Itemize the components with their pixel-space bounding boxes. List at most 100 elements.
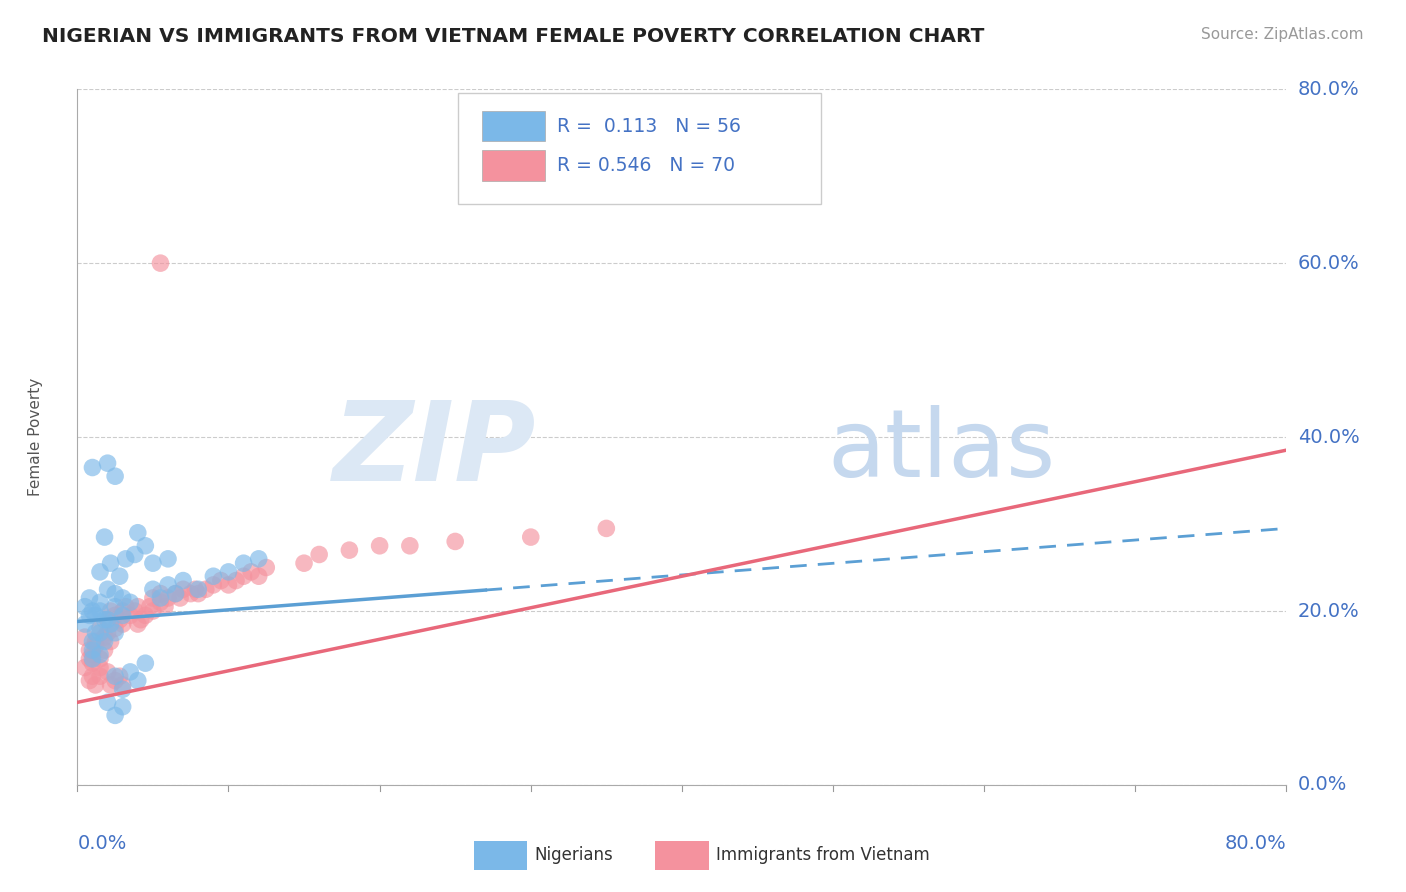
Point xyxy=(82,604,104,618)
Point xyxy=(89,660,111,674)
Point xyxy=(96,582,118,597)
Point xyxy=(240,565,263,579)
Text: 80.0%: 80.0% xyxy=(1298,79,1360,99)
Point xyxy=(444,534,467,549)
Point xyxy=(142,604,165,618)
Point xyxy=(96,613,118,627)
Point xyxy=(187,582,209,597)
Point xyxy=(84,634,107,648)
Point xyxy=(120,595,142,609)
Point xyxy=(104,587,127,601)
Point xyxy=(79,652,101,666)
Point xyxy=(157,578,180,592)
Point xyxy=(89,625,111,640)
Point xyxy=(104,469,127,483)
Point xyxy=(120,608,142,623)
Point xyxy=(142,556,165,570)
Point xyxy=(157,591,180,605)
Point xyxy=(89,595,111,609)
Point xyxy=(82,657,104,671)
Point xyxy=(100,604,122,618)
Point xyxy=(149,591,172,605)
Point xyxy=(218,565,240,579)
Text: 0.0%: 0.0% xyxy=(1298,775,1347,795)
Text: 60.0%: 60.0% xyxy=(1298,253,1360,273)
Point xyxy=(96,625,118,640)
Point xyxy=(100,634,122,648)
Point xyxy=(165,587,187,601)
Point xyxy=(96,695,118,709)
Text: Female Poverty: Female Poverty xyxy=(28,378,42,496)
Point xyxy=(127,673,149,688)
Text: R = 0.546   N = 70: R = 0.546 N = 70 xyxy=(557,156,735,175)
Point xyxy=(169,591,191,605)
Point xyxy=(73,599,96,614)
Point xyxy=(111,699,134,714)
Point xyxy=(82,634,104,648)
Point xyxy=(134,539,156,553)
Point xyxy=(79,591,101,605)
Point xyxy=(165,587,187,601)
Point xyxy=(89,565,111,579)
Point xyxy=(89,652,111,666)
Point xyxy=(100,617,122,632)
Point xyxy=(84,625,107,640)
Point xyxy=(114,551,136,566)
Point xyxy=(209,574,232,588)
Point xyxy=(104,669,127,683)
Point xyxy=(127,617,149,632)
Point xyxy=(292,556,315,570)
Point xyxy=(129,613,152,627)
Point xyxy=(124,604,146,618)
Point xyxy=(82,643,104,657)
Text: ZIP: ZIP xyxy=(333,398,537,505)
Point xyxy=(142,591,165,605)
Point xyxy=(82,652,104,666)
Point xyxy=(100,678,122,692)
FancyBboxPatch shape xyxy=(458,93,821,204)
Point xyxy=(111,604,134,618)
Text: 80.0%: 80.0% xyxy=(1225,834,1286,853)
Point xyxy=(104,625,127,640)
Point xyxy=(218,578,240,592)
Point xyxy=(82,669,104,683)
Point xyxy=(153,599,176,614)
Point xyxy=(93,530,115,544)
Point xyxy=(225,574,247,588)
Point xyxy=(194,582,217,597)
Point xyxy=(93,634,115,648)
Text: Immigrants from Vietnam: Immigrants from Vietnam xyxy=(716,846,929,863)
Point xyxy=(142,582,165,597)
Point xyxy=(139,599,162,614)
Point xyxy=(111,678,134,692)
Point xyxy=(96,665,118,679)
Point xyxy=(93,613,115,627)
Point xyxy=(202,578,225,592)
Point xyxy=(157,551,180,566)
FancyBboxPatch shape xyxy=(482,111,546,141)
Point xyxy=(111,682,134,697)
Point xyxy=(127,599,149,614)
Point xyxy=(232,569,254,583)
Point xyxy=(104,673,127,688)
Point xyxy=(520,530,543,544)
Point xyxy=(96,456,118,470)
Point xyxy=(308,548,330,562)
Point xyxy=(100,556,122,570)
Point xyxy=(89,669,111,683)
Text: 40.0%: 40.0% xyxy=(1298,427,1360,447)
Point xyxy=(368,539,391,553)
Point xyxy=(73,617,96,632)
Point xyxy=(595,521,617,535)
Point xyxy=(84,678,107,692)
Point xyxy=(134,657,156,671)
Point xyxy=(149,256,172,270)
Point xyxy=(184,582,207,597)
Point xyxy=(180,587,202,601)
Point xyxy=(104,621,127,635)
Text: NIGERIAN VS IMMIGRANTS FROM VIETNAM FEMALE POVERTY CORRELATION CHART: NIGERIAN VS IMMIGRANTS FROM VIETNAM FEMA… xyxy=(42,27,984,45)
Point xyxy=(108,569,131,583)
Point xyxy=(79,608,101,623)
Point xyxy=(232,556,254,570)
Point xyxy=(149,587,172,601)
